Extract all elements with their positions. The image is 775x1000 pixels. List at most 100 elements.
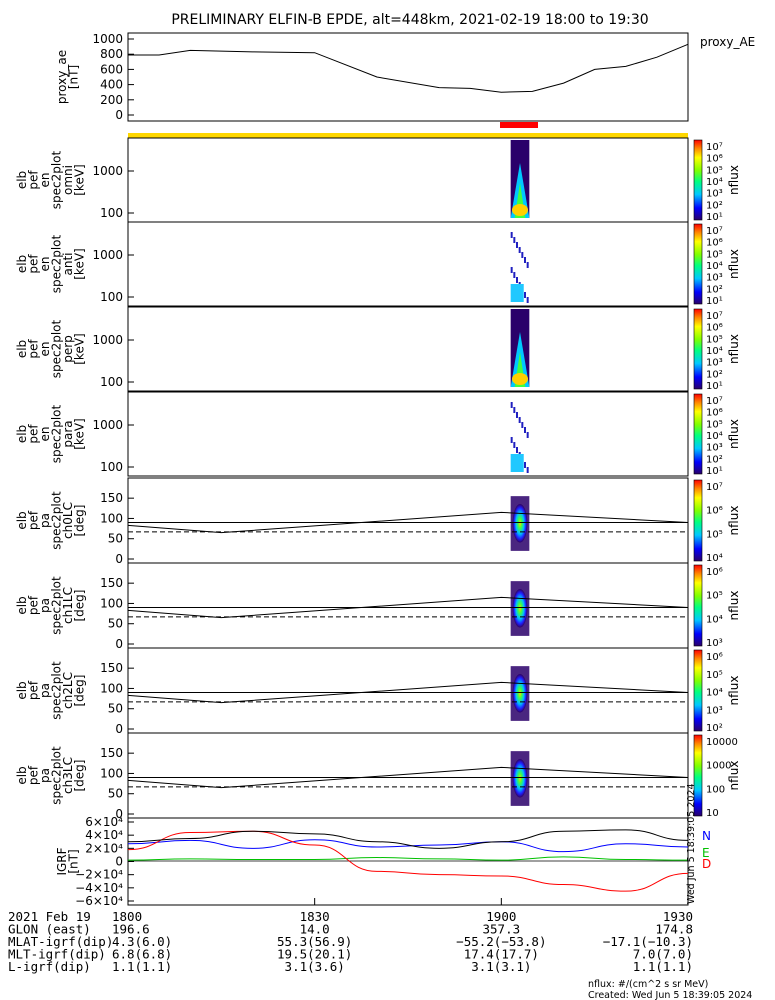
panel-igrf: IGRF[nT] 6×10⁴4×10⁴2×10⁴0−2×10⁴−4×10⁴−6×… <box>55 783 711 908</box>
y-label-line: elb <box>15 596 29 614</box>
pa-distribution <box>512 504 528 543</box>
y-label-line: perp <box>61 335 75 363</box>
colorbar-label: nflux <box>727 334 741 364</box>
y-label-line: pef <box>27 170 41 190</box>
y-label-line: spec2plot <box>50 746 64 805</box>
y-label-line: pef <box>27 765 41 785</box>
spectrogram-pixel <box>513 442 516 448</box>
colorbar <box>693 734 703 817</box>
colorbar-tick: 10⁶ <box>706 323 723 334</box>
footer-value: 1800 <box>112 909 142 924</box>
y-label-line: spec2plot <box>50 319 64 378</box>
y-label-line: [deg] <box>73 590 87 622</box>
y-label-line: ch1LC <box>61 587 75 624</box>
colorbar-tick: 10¹ <box>706 296 723 307</box>
plot-title: PRELIMINARY ELFIN-B EPDE, alt=448km, 202… <box>171 12 648 28</box>
colorbar-label: nflux <box>727 591 741 621</box>
panel-frame <box>127 306 689 392</box>
colorbar-tick: 10⁶ <box>706 408 723 419</box>
y-tick-label: 1000 <box>92 333 123 347</box>
colorbar-label: nflux <box>727 676 741 706</box>
spectrogram-pixel <box>526 297 529 303</box>
footer-row-label: MLT-igrf(dip) <box>8 947 106 962</box>
y-label-line: [nT] <box>67 65 81 89</box>
y-label-line: spec2plot <box>50 491 64 550</box>
spectrogram-low <box>510 284 524 302</box>
spectrogram-pixel <box>510 232 513 238</box>
y-label-line: pa <box>38 513 52 528</box>
y-label-line: pa <box>38 683 52 698</box>
colorbar-tick: 10² <box>706 454 723 465</box>
y-label-line: en <box>38 257 52 272</box>
y-label-line: anti <box>61 253 75 276</box>
y-axis-label: proxy_ae[nT] <box>55 50 81 104</box>
colorbar-tick: 10⁷ <box>706 311 723 322</box>
loss-cone-line <box>127 681 689 704</box>
y-label-line: elb <box>15 425 29 443</box>
colorbar-tick: 10⁶ <box>706 567 723 578</box>
footer-value: 55.3(56.9) <box>277 934 352 949</box>
y-label-line: elb <box>15 681 29 699</box>
colorbar-tick: 10⁴ <box>706 688 723 699</box>
footer-value: 357.3 <box>483 922 521 937</box>
colorbar-tick: 10⁴ <box>706 261 723 272</box>
colorbar-label: nflux <box>727 249 741 279</box>
colorbar-tick: 10¹ <box>706 212 723 223</box>
colorbar-tick: 10⁷ <box>706 482 723 493</box>
y-label-line: ch3LC <box>61 757 75 794</box>
y-label-line: pef <box>27 510 41 530</box>
colorbar <box>693 308 703 390</box>
colorbar-tick: 10000 <box>706 737 738 748</box>
loss-cone-line <box>127 596 689 619</box>
x-ticks <box>127 898 689 905</box>
spectrogram-pixel <box>521 252 524 258</box>
y-tick-label: 0 <box>115 722 123 736</box>
colorbar <box>693 223 703 305</box>
y-label-line: [keV] <box>73 418 87 449</box>
spectrogram-pixel <box>510 402 513 408</box>
y-label-line: en <box>38 342 52 357</box>
footer-value: 1.1(1.1) <box>633 959 693 974</box>
spectrogram-peak <box>512 373 528 385</box>
colorbar-tick: 10⁴ <box>706 177 723 188</box>
y-label-line: [keV] <box>73 248 87 279</box>
y-tick-label: 100 <box>100 460 123 474</box>
y-label-line: proxy_ae <box>55 50 69 104</box>
y-tick-label: 0 <box>115 807 123 821</box>
colorbar-tick: 10⁵ <box>706 529 723 540</box>
spectrogram-pixel <box>524 257 526 263</box>
y-label-line: spec2plot <box>50 661 64 720</box>
colorbar-tick: 10¹ <box>706 466 723 477</box>
colorbar-tick: 10⁵ <box>706 419 723 430</box>
colorbar-tick: 10⁴ <box>706 431 723 442</box>
footer-value: 14.0 <box>300 922 330 937</box>
footer-row-label: L-igrf(dip) <box>8 959 91 974</box>
y-tick-label: −4×10⁴ <box>75 881 123 895</box>
y-label-line: pa <box>38 768 52 783</box>
colorbar <box>693 139 703 221</box>
igrf-total-line <box>127 829 689 849</box>
y-label-line: [nT] <box>67 849 81 873</box>
footer-value: 4.3(6.0) <box>112 934 172 949</box>
colorbar-label: nflux <box>727 419 741 449</box>
y-tick-label: 400 <box>100 78 123 92</box>
footer-row-label: MLAT-igrf(dip) <box>8 934 113 949</box>
y-label-line: en <box>38 427 52 442</box>
spectrogram-pixel <box>524 292 526 298</box>
igrf-e-line <box>127 856 689 861</box>
colorbar-tick: 10 <box>706 808 719 819</box>
y-tick-label: −6×10⁴ <box>75 894 123 908</box>
mode-bar <box>128 133 688 138</box>
colorbar <box>693 564 703 647</box>
colorbar-tick: 10⁷ <box>706 396 723 407</box>
spectrogram-pixel <box>516 412 518 418</box>
colorbar-tick: 10⁴ <box>706 553 723 564</box>
y-label-line: [deg] <box>73 675 87 707</box>
